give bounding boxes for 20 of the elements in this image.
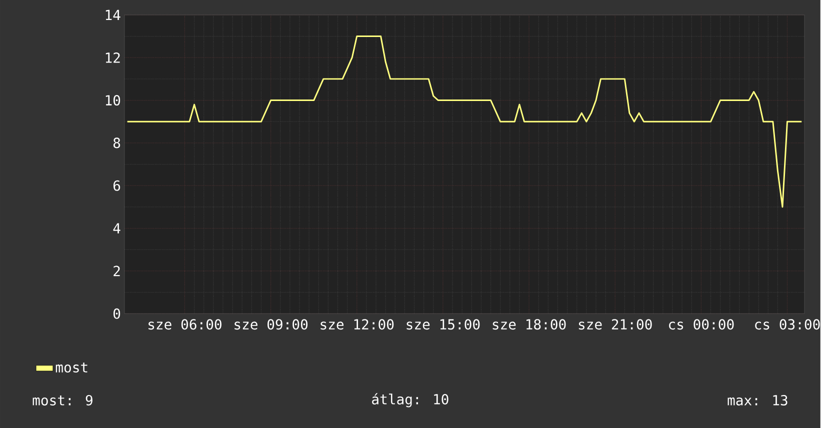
- y-tick-label: 6: [114, 180, 120, 191]
- legend-label: most: [56, 362, 88, 372]
- y-tick-label: 0: [114, 308, 120, 319]
- y-tick-label: 14: [106, 10, 120, 20]
- x-tick-label: sze 06:00: [148, 319, 222, 330]
- x-tick-label: sze 15:00: [406, 319, 480, 330]
- text: most: 9: [32, 394, 92, 406]
- text: max: 13: [728, 394, 788, 406]
- y-tick-label: 10: [106, 94, 120, 106]
- text: átlag: 10: [372, 393, 448, 408]
- y-tick-label: 4: [113, 223, 120, 234]
- x-tick-label: cs 00:00: [669, 319, 734, 330]
- y-tick-label: 12: [106, 52, 120, 63]
- y-tick-label: 8: [113, 138, 120, 148]
- x-tick-label: sze 21:00: [578, 319, 652, 330]
- y-tick-label: 2: [114, 266, 120, 276]
- x-tick-label: sze 12:00: [320, 319, 394, 330]
- x-tick-label: cs 03:00: [755, 319, 820, 330]
- x-tick-label: sze 09:00: [234, 319, 308, 330]
- x-tick-label: sze 18:00: [492, 319, 566, 330]
